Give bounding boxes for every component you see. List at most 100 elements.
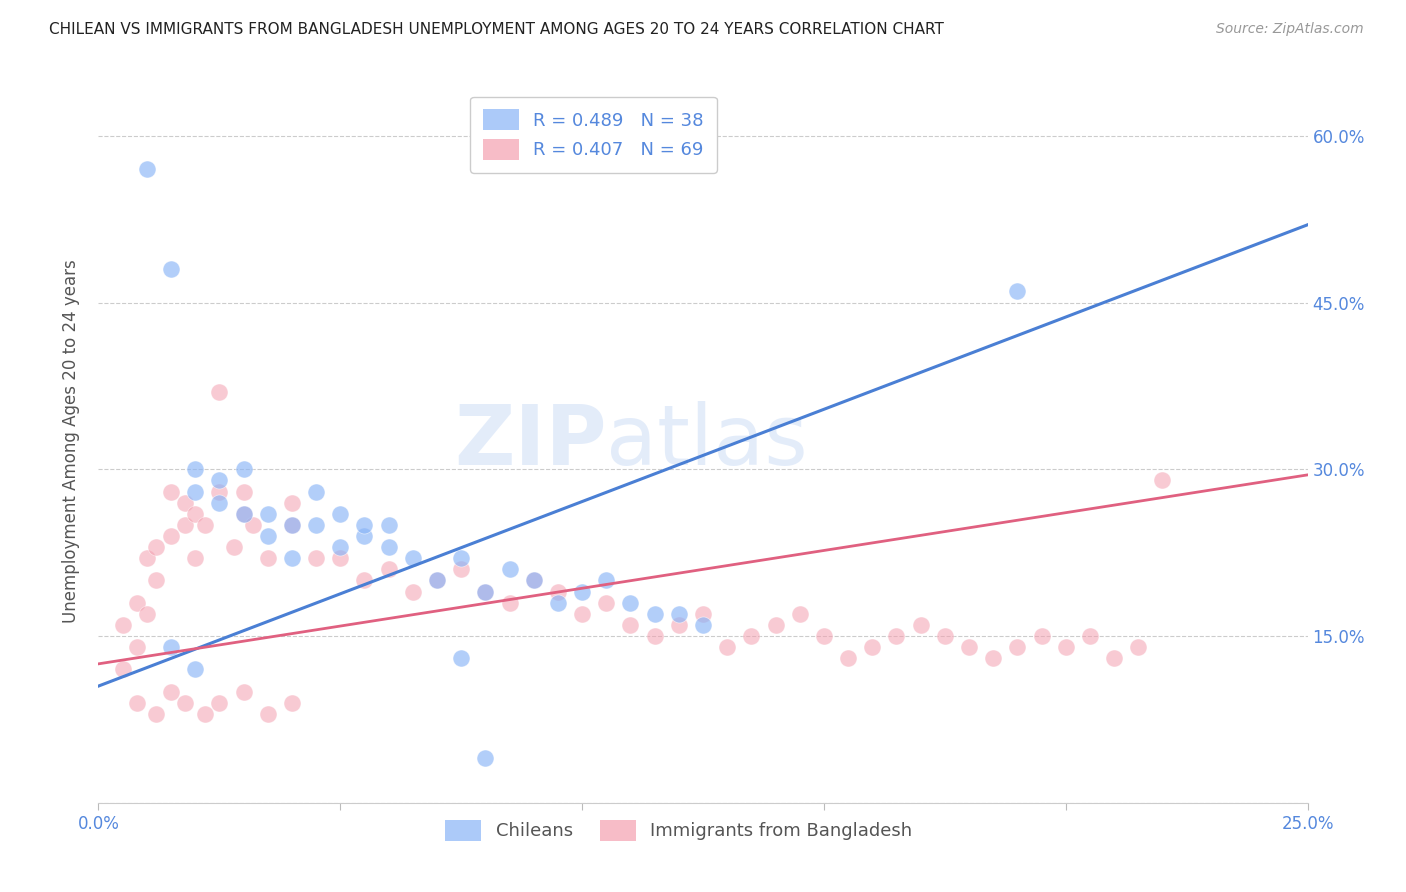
Point: [498, 596, 520, 610]
Point: [1007, 285, 1029, 299]
Point: [595, 596, 617, 610]
Point: [426, 574, 449, 588]
Point: [256, 551, 278, 566]
Point: [860, 640, 883, 655]
Point: [174, 496, 197, 510]
Point: [644, 629, 666, 643]
Point: [1007, 640, 1029, 655]
Point: [281, 496, 304, 510]
Point: [329, 540, 352, 554]
Point: [377, 540, 399, 554]
Y-axis label: Unemployment Among Ages 20 to 24 years: Unemployment Among Ages 20 to 24 years: [62, 260, 80, 624]
Point: [1152, 474, 1174, 488]
Point: [450, 562, 472, 576]
Point: [1054, 640, 1077, 655]
Point: [256, 529, 278, 543]
Text: CHILEAN VS IMMIGRANTS FROM BANGLADESH UNEMPLOYMENT AMONG AGES 20 TO 24 YEARS COR: CHILEAN VS IMMIGRANTS FROM BANGLADESH UN…: [49, 22, 943, 37]
Text: atlas: atlas: [606, 401, 808, 482]
Point: [1031, 629, 1053, 643]
Point: [474, 584, 496, 599]
Point: [353, 574, 375, 588]
Legend: Chileans, Immigrants from Bangladesh: Chileans, Immigrants from Bangladesh: [437, 813, 920, 848]
Point: [232, 484, 254, 499]
Point: [668, 607, 690, 621]
Point: [789, 607, 811, 621]
Point: [1078, 629, 1101, 643]
Point: [160, 484, 183, 499]
Point: [242, 517, 264, 532]
Point: [571, 607, 593, 621]
Point: [547, 596, 569, 610]
Point: [934, 629, 956, 643]
Point: [716, 640, 738, 655]
Point: [740, 629, 762, 643]
Point: [377, 562, 399, 576]
Point: [281, 517, 304, 532]
Point: [222, 540, 245, 554]
Point: [377, 517, 399, 532]
Point: [426, 574, 449, 588]
Point: [145, 540, 167, 554]
Point: [160, 640, 183, 655]
Point: [353, 517, 375, 532]
Point: [281, 696, 304, 710]
Point: [111, 618, 134, 632]
Point: [145, 574, 167, 588]
Point: [957, 640, 980, 655]
Point: [547, 584, 569, 599]
Point: [160, 684, 183, 698]
Point: [402, 551, 425, 566]
Point: [174, 696, 197, 710]
Point: [886, 629, 908, 643]
Point: [232, 507, 254, 521]
Point: [765, 618, 787, 632]
Point: [305, 551, 328, 566]
Text: ZIP: ZIP: [454, 401, 606, 482]
Point: [450, 651, 472, 665]
Point: [474, 751, 496, 765]
Point: [1128, 640, 1150, 655]
Point: [668, 618, 690, 632]
Point: [523, 574, 546, 588]
Point: [232, 684, 254, 698]
Point: [474, 584, 496, 599]
Point: [127, 696, 149, 710]
Point: [194, 517, 217, 532]
Point: [127, 596, 149, 610]
Point: [595, 574, 617, 588]
Point: [208, 474, 231, 488]
Point: [619, 618, 641, 632]
Point: [305, 517, 328, 532]
Point: [498, 562, 520, 576]
Point: [135, 551, 157, 566]
Point: [256, 507, 278, 521]
Point: [813, 629, 835, 643]
Point: [353, 529, 375, 543]
Point: [232, 462, 254, 476]
Point: [692, 618, 714, 632]
Point: [145, 706, 167, 721]
Point: [981, 651, 1004, 665]
Point: [135, 162, 157, 177]
Point: [127, 640, 149, 655]
Point: [184, 507, 207, 521]
Point: [174, 517, 197, 532]
Point: [256, 706, 278, 721]
Point: [111, 662, 134, 676]
Point: [135, 607, 157, 621]
Point: [160, 529, 183, 543]
Point: [1102, 651, 1125, 665]
Point: [644, 607, 666, 621]
Point: [208, 696, 231, 710]
Point: [837, 651, 859, 665]
Point: [208, 496, 231, 510]
Point: [910, 618, 932, 632]
Point: [619, 596, 641, 610]
Point: [184, 662, 207, 676]
Point: [305, 484, 328, 499]
Point: [194, 706, 217, 721]
Point: [160, 262, 183, 277]
Point: [329, 507, 352, 521]
Point: [523, 574, 546, 588]
Point: [184, 551, 207, 566]
